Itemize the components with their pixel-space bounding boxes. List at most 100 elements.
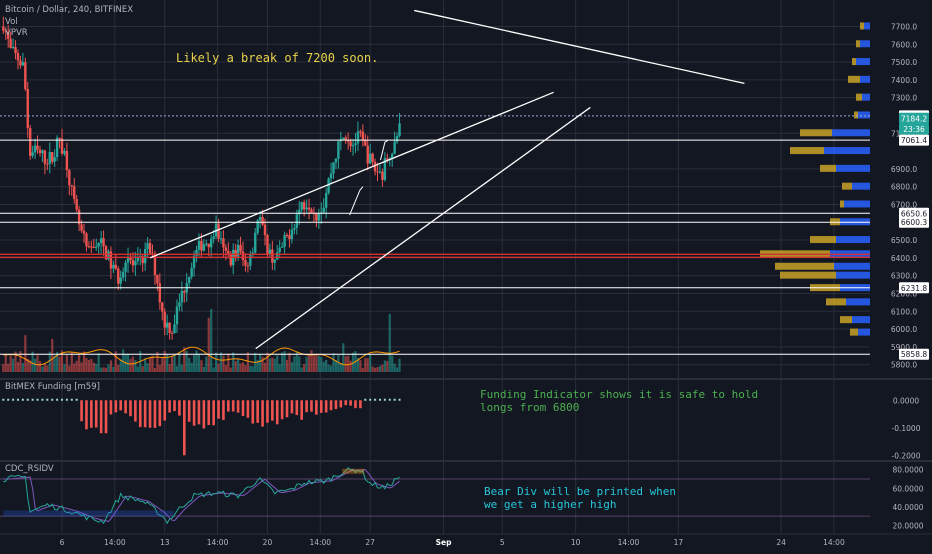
price-badge-bg — [899, 134, 929, 146]
candle-body-11 — [29, 128, 32, 156]
volume-bar-39 — [97, 353, 100, 372]
candle-body-114 — [280, 246, 284, 248]
funding-bar-38 — [187, 400, 191, 422]
funding-panel — [2, 398, 401, 456]
candle-body-136 — [334, 158, 338, 163]
vol-label[interactable]: Vol — [5, 17, 18, 27]
volume-bar-146 — [359, 360, 362, 372]
candle-body-27 — [68, 170, 71, 186]
volume-bar-111 — [273, 358, 276, 372]
candle-body-85 — [209, 238, 213, 248]
funding-bar-8 — [41, 398, 44, 401]
volume-bar-134 — [329, 365, 333, 372]
price-badge-label: 6600.3 — [901, 218, 927, 227]
volume-bar-72 — [178, 352, 181, 372]
candle-body-46 — [114, 264, 118, 269]
volume-bar-26 — [65, 355, 68, 372]
volume-bar-148 — [364, 358, 367, 372]
volume-bar-42 — [104, 367, 108, 372]
volume-bar-162 — [398, 358, 401, 372]
annotation-funding-1: Funding Indicator shows it is safe to ho… — [480, 388, 758, 401]
funding-bar-20 — [99, 400, 103, 434]
candle-body-129 — [317, 213, 321, 221]
volume-bar-100 — [246, 352, 249, 372]
volume-bar-153 — [376, 367, 379, 372]
volume-bar-142 — [349, 360, 352, 372]
candle-body-8 — [21, 62, 25, 66]
candle-body-2 — [6, 31, 10, 39]
volume-bar-143 — [351, 352, 355, 372]
funding-bar-19 — [94, 400, 98, 428]
volume-bar-7 — [19, 351, 22, 372]
candle-body-29 — [73, 186, 76, 200]
candle-body-95 — [234, 249, 237, 257]
candle-body-123 — [302, 202, 306, 210]
funding-bar-12 — [61, 398, 63, 401]
time-tick-label: 20 — [263, 538, 273, 547]
funding-bar-72 — [354, 400, 357, 409]
volume-bar-36 — [90, 358, 93, 372]
funding-tick-label: -0.2000 — [892, 451, 921, 460]
volume-ma-line — [3, 346, 400, 366]
candle-body-25 — [63, 150, 66, 154]
annotation-funding-2: longs from 6800 — [480, 401, 579, 414]
volume-bar-160 — [393, 363, 396, 372]
volume-bar-98 — [241, 362, 245, 372]
vp-bar-gold-2 — [852, 58, 856, 66]
time-axis[interactable]: 6 14:00 13 14:00 20 14:00 27 Sep 5 10 14:00 17 24 14:… — [0, 533, 932, 547]
volume-bar-60 — [148, 357, 152, 372]
candle-body-67 — [165, 322, 169, 328]
volume-bar-76 — [188, 357, 191, 372]
candle-body-148 — [364, 139, 367, 146]
vp-bar-gold-1 — [856, 40, 860, 48]
volume-bar-75 — [185, 350, 188, 372]
price-badge-label: 7061.4 — [901, 136, 927, 145]
funding-bar-14 — [70, 398, 73, 401]
vp-bar-gold-12 — [810, 236, 836, 244]
rsi-title[interactable]: CDC_RSIDV — [5, 464, 54, 474]
funding-bar-50 — [246, 400, 250, 418]
price-badge-label: 7184.2 — [901, 114, 927, 123]
price-axis[interactable]: 7700.07600.07500.07400.07300.07100.06900… — [872, 0, 932, 550]
candle-body-110 — [271, 249, 274, 263]
vp-bar-gold-15 — [780, 271, 836, 279]
funding-bar-51 — [251, 400, 255, 424]
time-tick-label: 14:00 — [618, 538, 640, 547]
volume-bar-123 — [303, 364, 306, 372]
volume-bar-68 — [168, 363, 171, 372]
volume-bar-125 — [307, 354, 311, 372]
candle-body-12 — [31, 152, 34, 156]
candle-body-69 — [170, 332, 174, 334]
symbol-title[interactable]: Bitcoin / Dollar, 240, BITFINEX — [5, 5, 133, 15]
funding-bar-1 — [7, 398, 10, 401]
volume-bar-33 — [82, 351, 86, 372]
volume-bar-19 — [48, 351, 51, 372]
volume-bar-3 — [9, 355, 12, 372]
funding-title[interactable]: BitMEX Funding [m59] — [5, 382, 100, 392]
time-tick-label: 27 — [365, 538, 375, 547]
volume-bar-132 — [325, 359, 328, 372]
candle-body-34 — [85, 233, 88, 247]
candle-body-112 — [276, 252, 279, 260]
volume-bar-55 — [136, 366, 139, 372]
candle-body-155 — [381, 171, 384, 180]
flag-line-1 — [349, 186, 364, 216]
funding-bar-64 — [315, 400, 318, 415]
candle-body-131 — [322, 207, 325, 213]
volume-bar-8 — [21, 363, 24, 372]
candle-body-4 — [11, 46, 15, 49]
candle-body-54 — [134, 260, 137, 266]
volume-bar-43 — [107, 364, 110, 372]
volume-bar-94 — [232, 352, 235, 372]
funding-bar-43 — [212, 400, 215, 426]
volume-bar-20 — [51, 338, 54, 372]
funding-bar-48 — [236, 400, 240, 413]
candle-body-135 — [332, 162, 335, 174]
vpvr-label[interactable]: VPVR — [5, 28, 28, 38]
candle-body-115 — [283, 234, 286, 247]
candle-body-107 — [263, 224, 267, 235]
volume-bar-58 — [144, 358, 147, 372]
volume-bar-54 — [134, 360, 137, 372]
